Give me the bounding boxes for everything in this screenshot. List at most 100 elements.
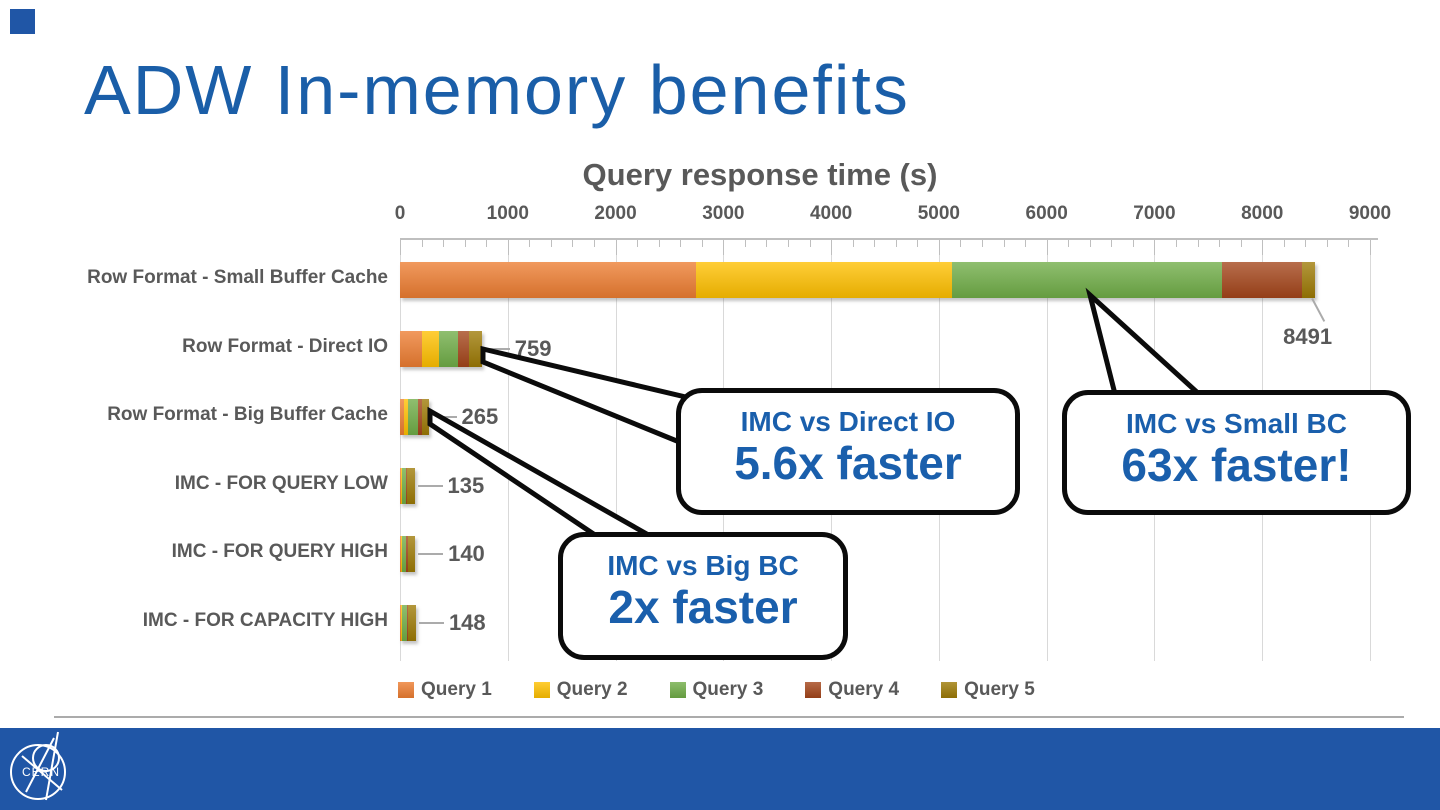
bar-segment-query-4 xyxy=(458,330,469,367)
corner-accent-square xyxy=(10,9,35,34)
callout-big-bc-heading: IMC vs Big BC xyxy=(607,550,799,581)
bar-segment-query-2 xyxy=(403,399,409,436)
data-label: 148 xyxy=(448,610,486,635)
stacked-bar xyxy=(400,467,415,504)
x-axis-tickmark xyxy=(550,240,552,247)
x-axis-tickmark xyxy=(1003,240,1005,247)
x-axis-line xyxy=(400,238,1378,240)
stacked-bar xyxy=(400,536,416,573)
x-axis-tickmark xyxy=(723,240,725,255)
x-axis-tickmark xyxy=(1089,240,1091,247)
data-label-leader xyxy=(431,416,457,419)
x-axis-tickmark xyxy=(1025,240,1027,247)
x-axis-tickmark xyxy=(938,240,940,255)
stacked-bar xyxy=(400,262,1316,298)
category-label: IMC - FOR CAPACITY HIGH xyxy=(142,610,388,631)
legend-label: Query 4 xyxy=(828,679,900,700)
x-axis-tickmark xyxy=(1219,240,1221,247)
data-label: 140 xyxy=(448,541,485,567)
legend-item: Query 1 xyxy=(398,679,492,701)
x-axis-tickmark xyxy=(529,240,531,247)
bar-segment-query-5 xyxy=(468,330,482,367)
x-axis-tickmark xyxy=(1262,240,1264,255)
x-axis-tick-label: 9000 xyxy=(1348,203,1392,224)
chart-title: Query response time (s) xyxy=(582,157,938,192)
x-axis-tickmark xyxy=(594,240,595,247)
callout-small-bc: IMC vs Small BC 63x faster! xyxy=(1062,390,1411,515)
bar-segment-query-3 xyxy=(402,467,406,504)
bar-segment-query-3 xyxy=(408,399,419,436)
x-axis-tickmark xyxy=(1176,240,1177,247)
bar-segment-query-4 xyxy=(406,536,408,573)
x-axis-tickmark xyxy=(809,240,811,247)
x-axis-tickmark xyxy=(1154,240,1156,255)
data-label-leader xyxy=(418,622,444,624)
slide-title: ADW In-memory benefits xyxy=(84,51,910,129)
x-axis-tickmark xyxy=(766,240,768,247)
x-axis-tickmark xyxy=(917,240,919,247)
gridline xyxy=(507,238,509,661)
data-label: 265 xyxy=(461,404,499,430)
x-axis-tickmark xyxy=(982,240,983,247)
gridline xyxy=(1046,238,1048,661)
bar-segment-query-2 xyxy=(400,467,403,504)
x-axis-tickmark xyxy=(443,240,445,247)
bar-segment-query-4 xyxy=(418,399,422,436)
x-axis-tickmark xyxy=(486,240,488,247)
x-axis-tickmark xyxy=(744,240,746,247)
bar-segment-query-3 xyxy=(402,536,407,573)
x-axis-tickmark xyxy=(1132,240,1134,247)
x-axis-tick-label: 5000 xyxy=(917,203,961,224)
category-label: Row Format - Small Buffer Cache xyxy=(87,267,388,288)
bar-segment-query-2 xyxy=(400,605,403,641)
data-label-leader xyxy=(1311,298,1326,322)
x-axis-tickmark xyxy=(701,240,703,247)
bar-segment-query-2 xyxy=(422,330,440,367)
x-axis-tick-label: 7000 xyxy=(1133,203,1176,224)
legend-swatch xyxy=(398,682,414,698)
gridline xyxy=(400,238,401,661)
cern-logo-text: CERN xyxy=(22,765,60,779)
x-axis-tick-label: 0 xyxy=(394,203,406,224)
bar-segment-query-3 xyxy=(402,605,407,641)
x-axis-tickmark xyxy=(788,240,789,247)
stacked-bar xyxy=(400,330,482,367)
legend-item: Query 5 xyxy=(941,679,1035,701)
bar-segment-query-2 xyxy=(696,262,953,298)
footer-divider-line xyxy=(54,716,1404,718)
bar-segment-query-1 xyxy=(400,399,404,436)
callout-direct-io-value: 5.6x faster xyxy=(734,437,962,489)
callout-small-bc-heading: IMC vs Small BC xyxy=(1126,408,1347,439)
chart-legend: Query 1 Query 2 Query 3 Query 4 Query 5 xyxy=(398,679,1035,701)
data-label-leader xyxy=(417,484,443,487)
legend-label: Query 2 xyxy=(556,679,628,700)
bar-segment-query-1 xyxy=(400,605,401,641)
x-axis-tick-label: 6000 xyxy=(1025,203,1068,224)
x-axis-tickmark xyxy=(1348,240,1350,247)
x-axis-tick-label: 3000 xyxy=(702,203,745,224)
data-label: 135 xyxy=(447,472,485,498)
data-label: 8491 xyxy=(1283,324,1333,349)
x-axis-tickmark xyxy=(1326,240,1328,247)
category-label: IMC - FOR QUERY LOW xyxy=(174,472,388,494)
x-axis-tickmark xyxy=(572,240,574,247)
footer-bar xyxy=(0,728,1440,810)
data-label-leader xyxy=(418,553,444,556)
data-label: 759 xyxy=(514,335,552,361)
x-axis-tickmark xyxy=(852,240,854,247)
bar-segment-query-5 xyxy=(407,536,416,573)
legend-item: Query 3 xyxy=(669,679,763,701)
x-axis-tickmark xyxy=(1068,240,1070,247)
x-axis-tickmark xyxy=(680,240,682,247)
x-axis-tickmark xyxy=(615,240,617,255)
legend-label: Query 5 xyxy=(964,679,1035,700)
legend-item: Query 2 xyxy=(533,679,628,701)
x-axis-tick-label: 2000 xyxy=(594,203,637,224)
legend-swatch xyxy=(669,682,686,698)
x-axis-tickmark xyxy=(831,240,833,255)
x-axis-tick-label: 8000 xyxy=(1241,203,1284,224)
bar-segment-query-5 xyxy=(1301,262,1316,298)
callout-small-bc-value: 63x faster! xyxy=(1121,439,1352,491)
